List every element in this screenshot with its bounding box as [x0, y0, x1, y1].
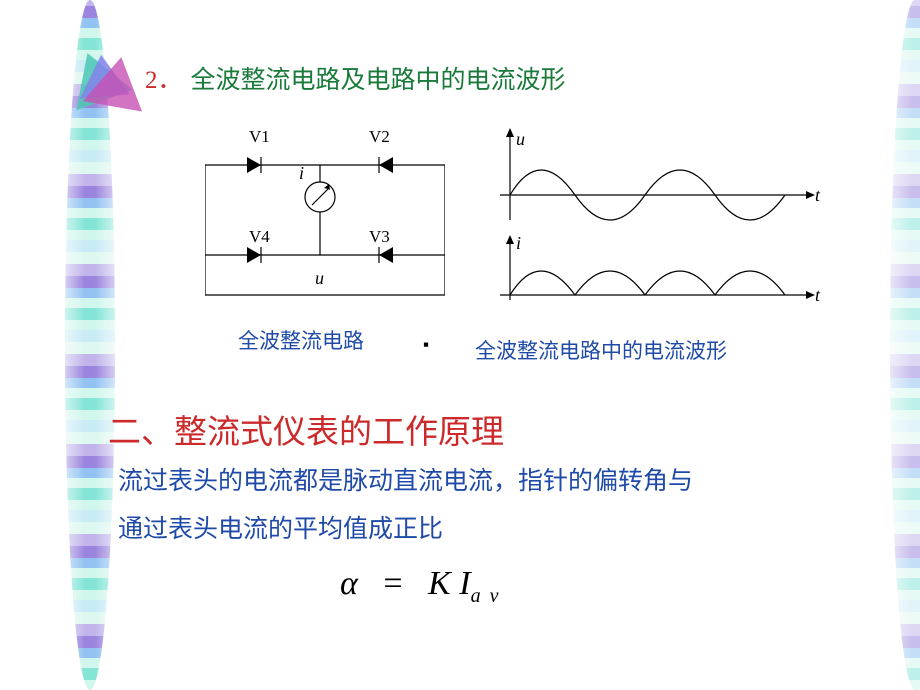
circuit-caption: 全波整流电路 [238, 325, 364, 355]
waveform-caption: 全波整流电路中的电流波形 [475, 335, 727, 365]
circuit-svg [205, 130, 445, 310]
wave-label-i: i [516, 233, 521, 254]
label-u: u [315, 268, 324, 289]
label-v2: V2 [369, 127, 390, 147]
eq-I: I [459, 565, 470, 602]
label-v3: V3 [369, 227, 390, 247]
eq-alpha: α [340, 565, 358, 602]
title-text: 全波整流电路及电路中的电流波形 [191, 67, 566, 94]
eq-K: K [428, 565, 451, 602]
slide-title: 2． 全波整流电路及电路中的电流波形 [145, 60, 566, 96]
label-v1: V1 [249, 127, 270, 147]
label-i: i [299, 163, 304, 184]
waveform-svg [480, 125, 830, 325]
bullet-dot: ▪ [423, 335, 429, 355]
body-line-1: 流过表头的电流都是脉动直流电流，指针的偏转角与 [118, 458, 878, 506]
waveform-diagram: u t i t [480, 125, 830, 335]
eq-equals: = [383, 565, 402, 602]
eq-sub: a v [471, 585, 501, 607]
wave-label-t2: t [815, 285, 820, 306]
title-number: 2． [145, 67, 183, 94]
label-v4: V4 [249, 227, 270, 247]
equation: α = K Ia v [340, 565, 500, 608]
wave-label-u: u [516, 129, 525, 150]
circuit-diagram: V1 V2 V3 V4 i u [205, 130, 445, 330]
wave-label-t1: t [815, 185, 820, 206]
section-title: 二、整流式仪表的工作原理 [108, 405, 504, 453]
right-decor-strip [890, 0, 920, 690]
corner-logo [68, 43, 147, 122]
body-line-2: 通过表头电流的平均值成正比 [118, 506, 878, 554]
